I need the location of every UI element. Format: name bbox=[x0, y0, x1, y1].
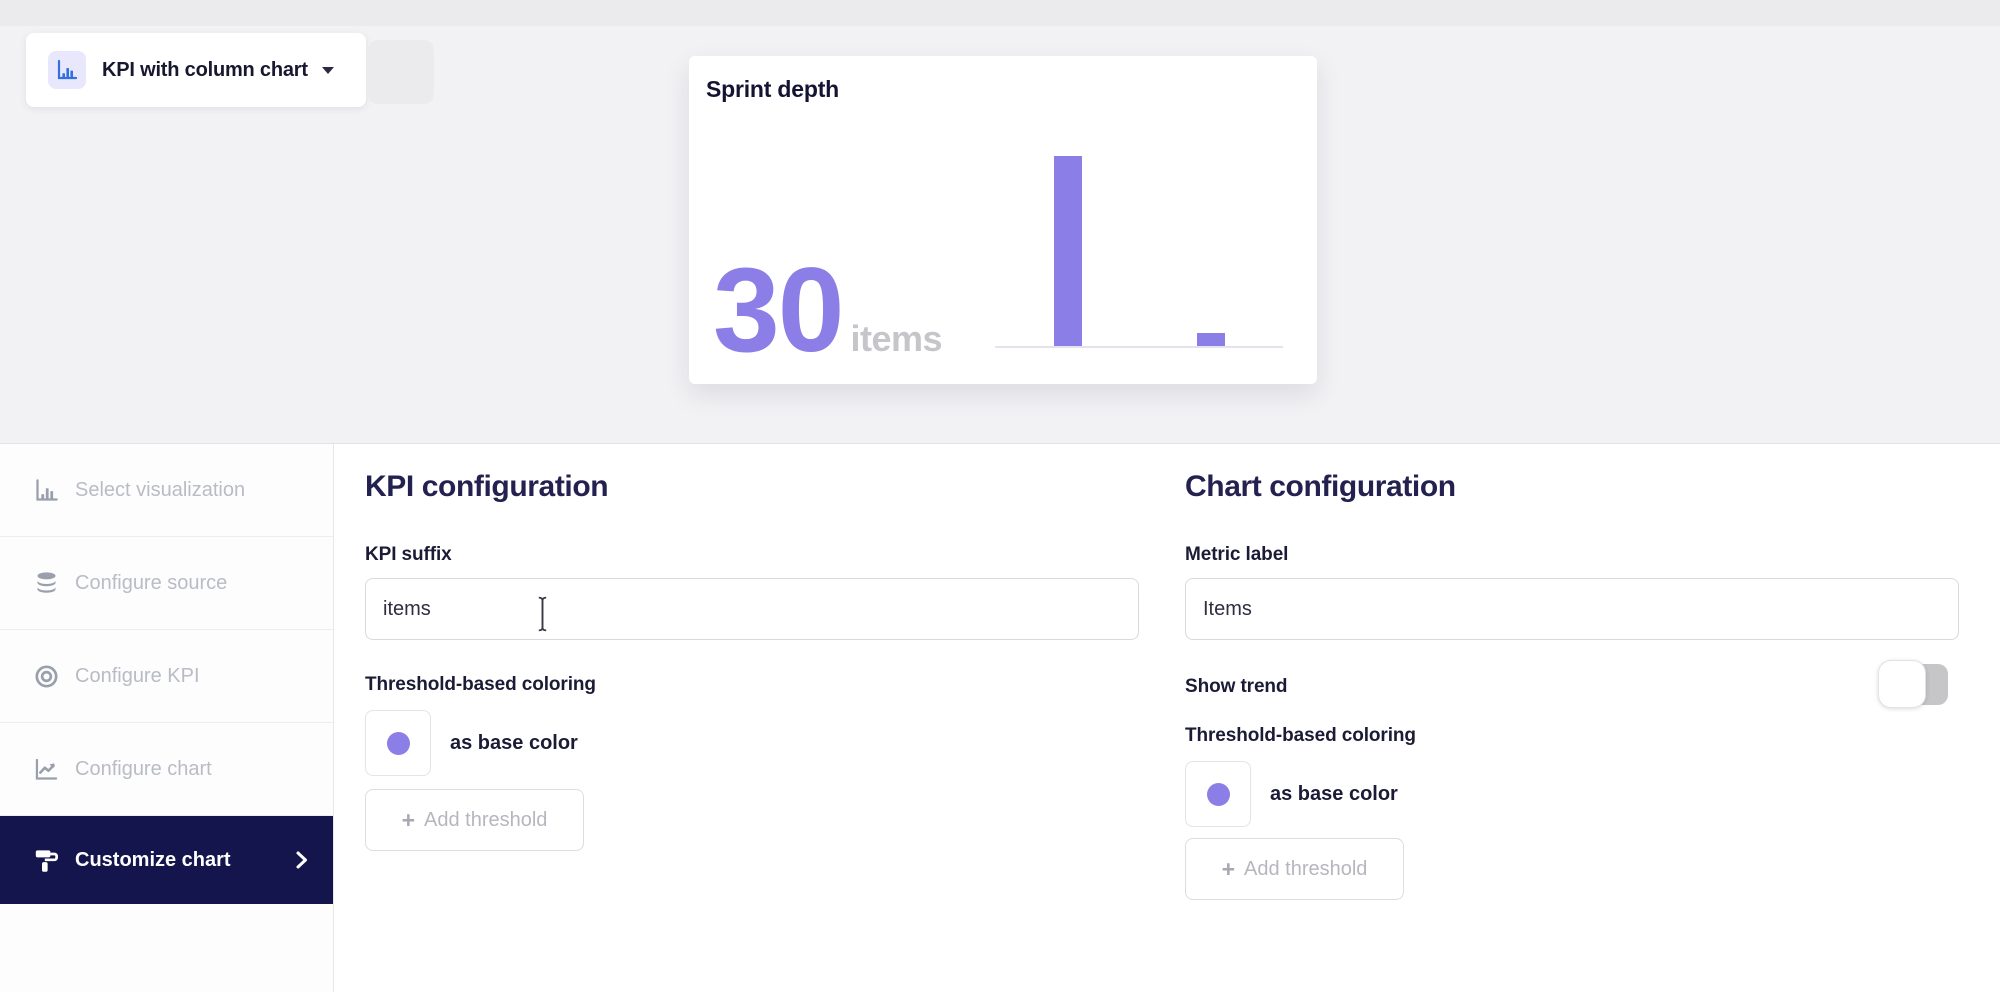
wizard-steps-sidebar: Select visualization Configure source bbox=[0, 444, 334, 992]
kpi-readout: 30 items bbox=[713, 243, 943, 377]
sidebar-item-customize-chart[interactable]: Customize chart bbox=[0, 816, 333, 904]
color-dot bbox=[1206, 782, 1230, 806]
metric-label-input[interactable] bbox=[1185, 578, 1959, 640]
color-dot bbox=[386, 731, 410, 755]
paint-roller-icon bbox=[33, 847, 60, 874]
chart-threshold-coloring-label: Threshold-based coloring bbox=[1185, 725, 1416, 746]
sidebar-item-configure-source[interactable]: Configure source bbox=[0, 537, 333, 630]
chart-add-threshold-button[interactable]: + Add threshold bbox=[1185, 838, 1404, 900]
chart-bar bbox=[1197, 333, 1225, 346]
chevron-right-icon bbox=[289, 848, 313, 872]
widget-type-label: KPI with column chart bbox=[102, 58, 308, 81]
toggle-knob bbox=[1878, 660, 1926, 708]
configuration-panel: Select visualization Configure source bbox=[0, 443, 2000, 992]
kpi-base-color-text: as base color bbox=[450, 732, 578, 754]
sidebar-item-configure-chart[interactable]: Configure chart bbox=[0, 723, 333, 816]
kpi-suffix-input[interactable] bbox=[365, 578, 1139, 640]
widget-type-dropdown[interactable]: KPI with column chart bbox=[26, 33, 366, 107]
chart-base-color-text: as base color bbox=[1270, 783, 1398, 805]
kpi-preview-card: Sprint depth 30 items bbox=[689, 56, 1317, 384]
show-trend-label: Show trend bbox=[1185, 676, 1288, 697]
preview-title: Sprint depth bbox=[706, 76, 840, 102]
column-chart-icon bbox=[33, 477, 60, 504]
chart-bar bbox=[1054, 156, 1082, 346]
chart-configuration-section: Chart configuration Metric label Show tr… bbox=[1185, 444, 1959, 992]
plus-icon: + bbox=[401, 806, 415, 833]
kpi-suffix-label: KPI suffix bbox=[365, 544, 452, 565]
target-icon bbox=[33, 663, 60, 690]
preview-canvas: KPI with column chart Sprint depth 30 it… bbox=[0, 0, 2000, 443]
line-chart-icon bbox=[33, 756, 60, 783]
chart-base-color-swatch[interactable] bbox=[1185, 761, 1251, 827]
kpi-configuration-heading: KPI configuration bbox=[365, 470, 609, 503]
column-chart-icon bbox=[48, 51, 86, 89]
database-icon bbox=[33, 570, 60, 597]
sidebar-item-configure-kpi[interactable]: Configure KPI bbox=[0, 630, 333, 723]
kpi-suffix: items bbox=[850, 318, 943, 359]
canvas-top-edge bbox=[0, 0, 2000, 26]
kpi-value: 30 bbox=[713, 243, 844, 377]
metric-label-label: Metric label bbox=[1185, 544, 1289, 565]
sidebar-item-select-visualization[interactable]: Select visualization bbox=[0, 444, 333, 537]
chevron-down-icon bbox=[321, 66, 334, 74]
chart-configuration-heading: Chart configuration bbox=[1185, 470, 1456, 503]
plus-icon: + bbox=[1221, 855, 1235, 882]
mini-column-chart bbox=[995, 148, 1283, 348]
kpi-add-threshold-button[interactable]: + Add threshold bbox=[365, 789, 584, 851]
chart-baseline bbox=[995, 346, 1283, 348]
kpi-base-color-swatch[interactable] bbox=[365, 710, 431, 776]
kpi-configuration-section: KPI configuration KPI suffix Threshold-b… bbox=[365, 444, 1139, 992]
kpi-threshold-coloring-label: Threshold-based coloring bbox=[365, 674, 596, 695]
background-card-edge bbox=[368, 40, 434, 104]
show-trend-toggle[interactable] bbox=[1878, 660, 1948, 709]
